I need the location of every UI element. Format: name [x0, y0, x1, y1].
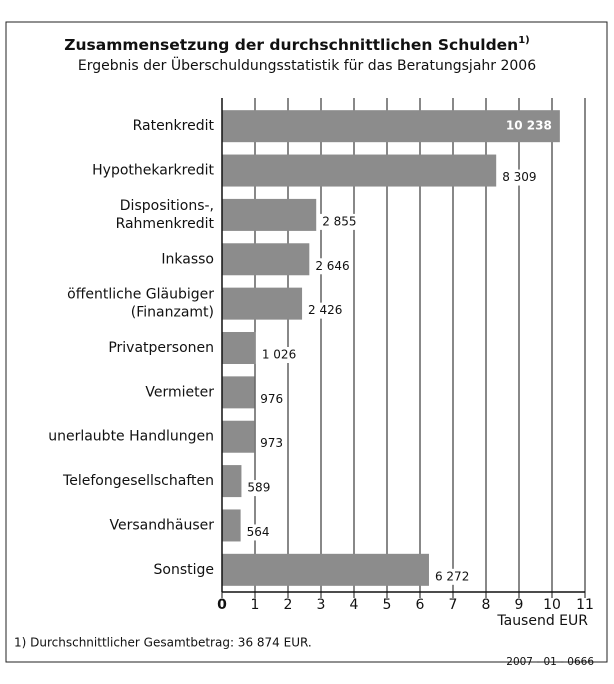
- footnote: 1) Durchschnittlicher Gesamtbetrag: 36 8…: [14, 636, 312, 650]
- bar: [222, 154, 497, 187]
- value-label: 10 238: [506, 119, 552, 133]
- x-tick-label: 1: [251, 597, 260, 613]
- value-label: 8 309: [502, 170, 536, 184]
- value-label-bg: [244, 480, 268, 497]
- y-tick-label: Vermieter: [145, 384, 214, 400]
- value-label: 2 426: [308, 303, 342, 317]
- x-tick-label: 11: [576, 597, 594, 613]
- y-tick-label: Hypothekarkredit: [92, 163, 214, 179]
- bar: [222, 376, 255, 409]
- x-axis-label: Tausend EUR: [496, 613, 588, 629]
- y-tick-label: Sonstige: [154, 562, 215, 578]
- bar: [222, 243, 310, 276]
- x-tick-label: 2: [284, 597, 293, 613]
- title-text: Zusammensetzung der durchschnittlichen S…: [64, 36, 518, 54]
- value-label-bg: [319, 213, 358, 230]
- value-label-bg: [312, 258, 351, 275]
- value-label: 1 026: [262, 348, 296, 362]
- y-tick-label: Privatpersonen: [108, 340, 214, 356]
- value-label-bg: [305, 302, 344, 319]
- x-tick-label: 10: [543, 597, 561, 613]
- y-tick-label: öffentliche Gläubiger (Finanzamt): [67, 287, 214, 321]
- chart-title: Zusammensetzung der durchschnittlichen S…: [64, 35, 530, 54]
- value-label: 2 855: [322, 214, 356, 228]
- value-label: 973: [260, 436, 283, 450]
- value-label-bg: [257, 391, 281, 408]
- value-label: 564: [247, 525, 270, 539]
- x-tick-label: 4: [350, 597, 359, 613]
- x-tick-label: 7: [449, 597, 458, 613]
- bar: [222, 332, 256, 364]
- value-label-bg: [243, 524, 267, 541]
- value-label: 2 646: [315, 259, 349, 273]
- x-tick-label: 9: [515, 597, 524, 613]
- bar: [222, 465, 242, 498]
- y-tick-label: Inkasso: [161, 251, 214, 267]
- value-label-bg: [257, 435, 280, 452]
- y-tick-label: Versandhäuser: [110, 517, 215, 533]
- value-label-bg: [499, 169, 538, 186]
- x-tick-label: 6: [416, 597, 425, 613]
- x-tick-label: 3: [317, 597, 326, 613]
- code: 2007 - 01 - 0666: [506, 656, 594, 668]
- bar: [222, 287, 303, 320]
- y-tick-label: Dispositions-, Rahmenkredit: [116, 198, 215, 232]
- bar: [222, 509, 241, 542]
- value-label: 589: [247, 481, 270, 495]
- chart-subtitle: Ergebnis der Überschuldungsstatistik für…: [78, 56, 536, 74]
- value-label: 976: [260, 392, 283, 406]
- bar: [222, 110, 560, 143]
- bar: [222, 198, 317, 231]
- y-tick-label: Telefongesellschaften: [62, 473, 214, 489]
- value-label: 6 272: [435, 569, 469, 583]
- bar: [222, 553, 429, 586]
- x-tick-label: 5: [383, 597, 392, 613]
- x-tick-label: 8: [482, 597, 491, 613]
- title-note: 1): [518, 35, 530, 46]
- value-label-bg: [258, 347, 297, 363]
- value-label-bg: [431, 568, 470, 585]
- bar: [222, 420, 255, 453]
- y-tick-label: unerlaubte Handlungen: [48, 429, 214, 445]
- y-tick-label: Ratenkredit: [133, 118, 215, 134]
- x-tick-label: 0: [217, 597, 227, 613]
- frame: [5, 21, 608, 663]
